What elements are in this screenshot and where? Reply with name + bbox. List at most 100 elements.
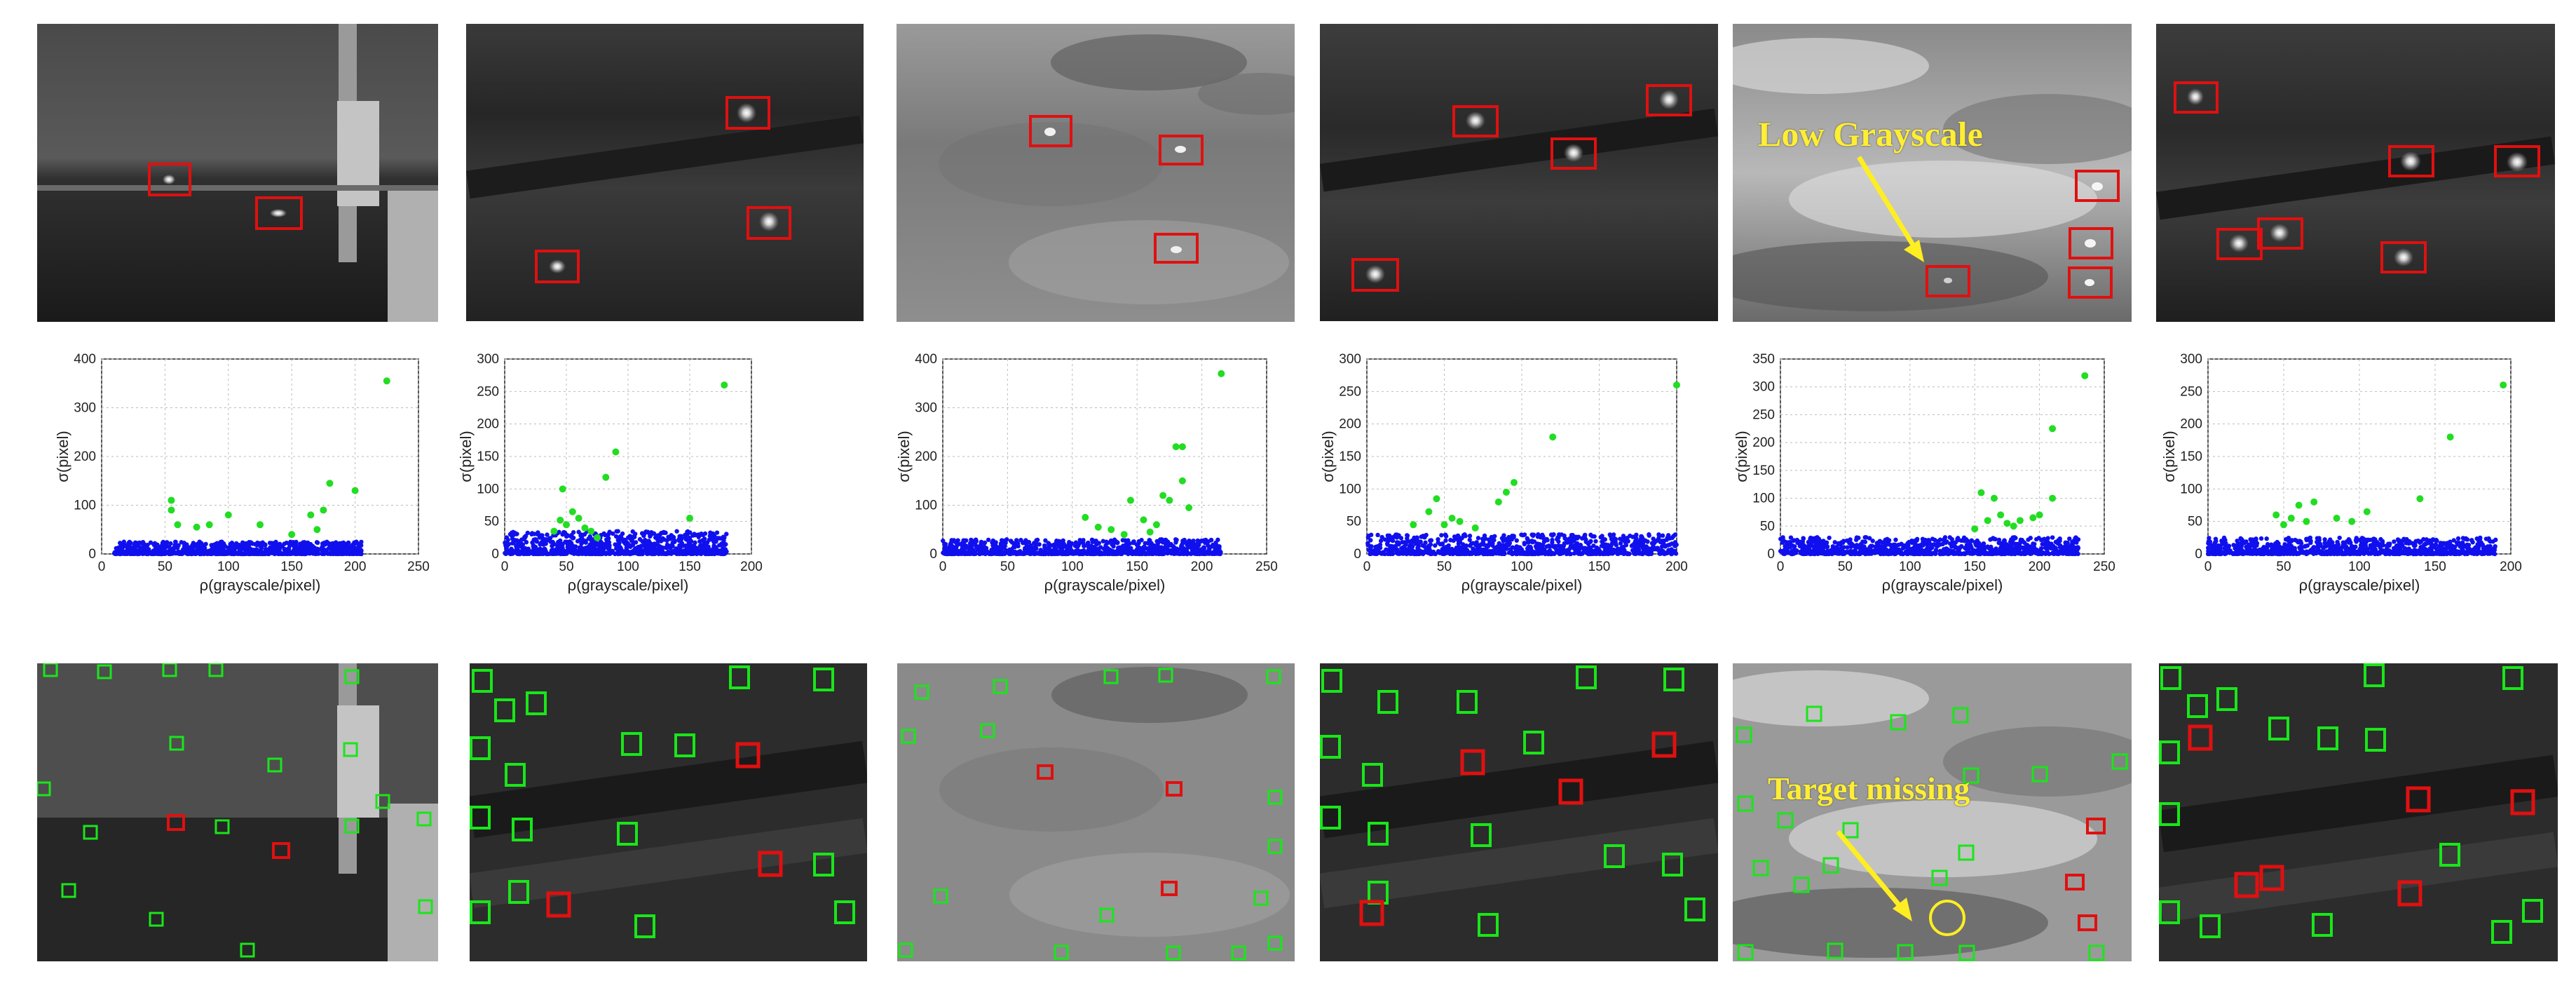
background-point	[315, 546, 320, 551]
y-axis-label: σ(pixel)	[2160, 431, 2178, 482]
background-point	[1131, 539, 1136, 544]
background-point	[514, 546, 519, 551]
background-point	[311, 549, 316, 554]
background-point	[156, 544, 161, 549]
detection-box	[1154, 233, 1199, 264]
detection-box	[2380, 241, 2427, 273]
background-point	[1893, 551, 1898, 557]
background-point	[1968, 551, 1972, 556]
background-point	[1572, 537, 1577, 543]
background-point	[1402, 540, 1407, 545]
background-point	[1433, 543, 1438, 548]
background-point	[606, 545, 611, 550]
background-point	[1815, 536, 1820, 541]
background-point	[1862, 535, 1867, 540]
background-point	[1799, 551, 1805, 556]
background-point	[1454, 546, 1459, 550]
background-point	[641, 543, 646, 548]
background-point	[1848, 537, 1853, 542]
background-point	[2032, 541, 2037, 547]
background-point	[1043, 538, 1048, 543]
background-point	[1863, 551, 1868, 557]
background-point	[1854, 550, 1859, 555]
background-point	[1476, 536, 1481, 541]
x-tick-label: 50	[2276, 560, 2291, 574]
target-point	[2010, 522, 2017, 530]
background-point	[1556, 543, 1561, 548]
background-point	[2069, 545, 2074, 550]
background-point	[180, 550, 185, 556]
background-point	[1168, 548, 1173, 553]
background-point	[606, 540, 612, 545]
scatter-plot-5: 0 50 100 150 200 250 0 50 100 150 200 250 300 350 ρ(gr…	[1731, 351, 2117, 603]
background-point	[229, 545, 235, 550]
background-point	[299, 541, 304, 546]
background-point	[1126, 545, 1131, 550]
background-point	[1920, 550, 1925, 555]
detection-box	[747, 206, 791, 240]
target-point	[1977, 489, 1985, 496]
background-point	[1958, 551, 1964, 557]
x-tick-label: 100	[1511, 560, 1533, 574]
background-point	[1827, 535, 1832, 541]
y-tick-label: 350	[1752, 352, 1775, 367]
background-point	[1510, 534, 1515, 539]
background-point	[1047, 544, 1052, 549]
y-tick-label: 250	[1752, 407, 1775, 422]
detection-box	[1551, 137, 1597, 170]
y-tick-label: 300	[2180, 352, 2202, 367]
background-point	[1556, 539, 1561, 544]
background-point	[569, 532, 574, 538]
background-point	[686, 539, 691, 545]
background-point	[979, 540, 984, 546]
background-point	[1021, 551, 1026, 556]
background-point	[1808, 536, 1813, 541]
background-point	[2014, 543, 2019, 548]
background-point	[1599, 543, 1604, 548]
background-point	[724, 532, 729, 536]
background-point	[1410, 544, 1415, 549]
background-point	[1853, 537, 1859, 543]
scatter-svg: 0 50 100 150 200050100150200250300ρ(grayscal…	[1319, 352, 1688, 594]
background-point	[2010, 541, 2015, 546]
background-point	[116, 547, 121, 552]
detection-image-1	[37, 24, 438, 322]
background-point	[2040, 541, 2045, 547]
plot-area	[1780, 358, 2105, 555]
background-point	[308, 541, 313, 547]
background-point	[1395, 550, 1400, 555]
background-point	[1622, 548, 1627, 553]
background-point	[1556, 550, 1561, 555]
background-point	[1544, 544, 1549, 549]
target-point	[1471, 524, 1479, 532]
background-point	[2002, 538, 2007, 543]
background-point	[199, 551, 204, 556]
target-point	[686, 515, 693, 522]
y-tick-label: 300	[74, 401, 96, 416]
background-point	[1440, 549, 1446, 554]
background-point	[974, 537, 979, 543]
background-point	[1105, 540, 1110, 546]
background-point	[1786, 540, 1792, 545]
background-point	[1075, 545, 1080, 550]
x-tick-label: 0	[501, 560, 509, 574]
background-point	[1554, 547, 1559, 553]
background-point	[1661, 542, 1667, 547]
x-tick-label: 100	[217, 560, 240, 574]
background-point	[606, 536, 611, 541]
background-point	[1200, 551, 1205, 557]
background-point	[2017, 550, 2023, 556]
x-tick-label: 200	[1665, 560, 1688, 574]
background-point	[503, 541, 507, 546]
background-point	[1190, 550, 1195, 556]
background-point	[1983, 550, 1988, 556]
background-point	[1840, 548, 1846, 554]
background-point	[1917, 543, 1922, 548]
background-point	[1929, 551, 1935, 557]
background-point	[1666, 548, 1671, 553]
detection-box	[2494, 145, 2540, 177]
y-tick-label: 300	[915, 401, 937, 416]
background-point	[1431, 549, 1436, 555]
background-point	[955, 548, 960, 554]
background-point	[575, 539, 580, 543]
